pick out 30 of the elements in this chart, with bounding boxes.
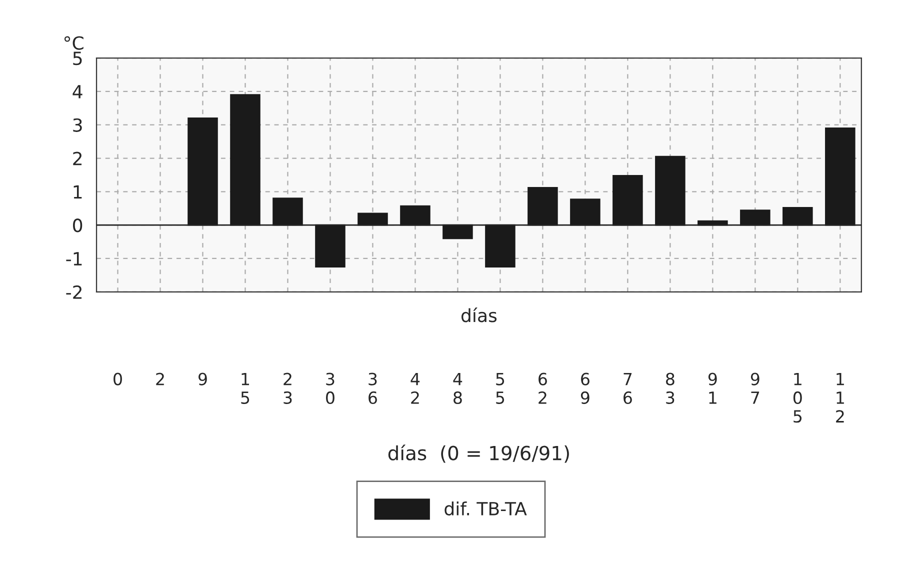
- x-tick-label: 0: [114, 372, 122, 386]
- x-tick-label: 97: [750, 372, 760, 404]
- y-tick-label: 1: [74, 185, 82, 199]
- x-tick-label: 69: [580, 372, 590, 404]
- x-tick-label: 15: [241, 372, 250, 404]
- y-tick-label: -1: [66, 252, 82, 266]
- x-tick-label: 9: [198, 372, 207, 386]
- x-tick-label: 105: [793, 372, 802, 423]
- x-tick-label: 62: [538, 372, 547, 404]
- y-tick-label: 2: [73, 152, 82, 166]
- y-tick-label: 3: [73, 118, 82, 132]
- x-tick-label: 48: [453, 372, 462, 404]
- legend-label: dif. TB-TA: [444, 502, 527, 516]
- x-tick-label: 42: [410, 372, 420, 404]
- y-tick-label: 4: [72, 85, 82, 98]
- y-tick-label: -2: [66, 285, 82, 299]
- x-tick-label: 23: [284, 372, 292, 404]
- x-tick-label: 76: [624, 372, 632, 404]
- y-tick-label: 5: [73, 52, 82, 66]
- x-tick-label: 30: [326, 372, 334, 404]
- x-tick-label: 112: [836, 372, 844, 422]
- y-axis-title: °C: [64, 36, 84, 50]
- text: días: [461, 308, 497, 322]
- x-tick-label: 55: [496, 372, 504, 404]
- x-tick-label: 2: [156, 372, 164, 386]
- x-tick-label: 36: [368, 372, 377, 404]
- x-tick-label: 91: [708, 372, 717, 404]
- x-tick-label: 83: [666, 372, 674, 404]
- y-tick-label: 0: [73, 218, 82, 232]
- x-axis-title: días (0 = 19/6/91): [388, 444, 569, 463]
